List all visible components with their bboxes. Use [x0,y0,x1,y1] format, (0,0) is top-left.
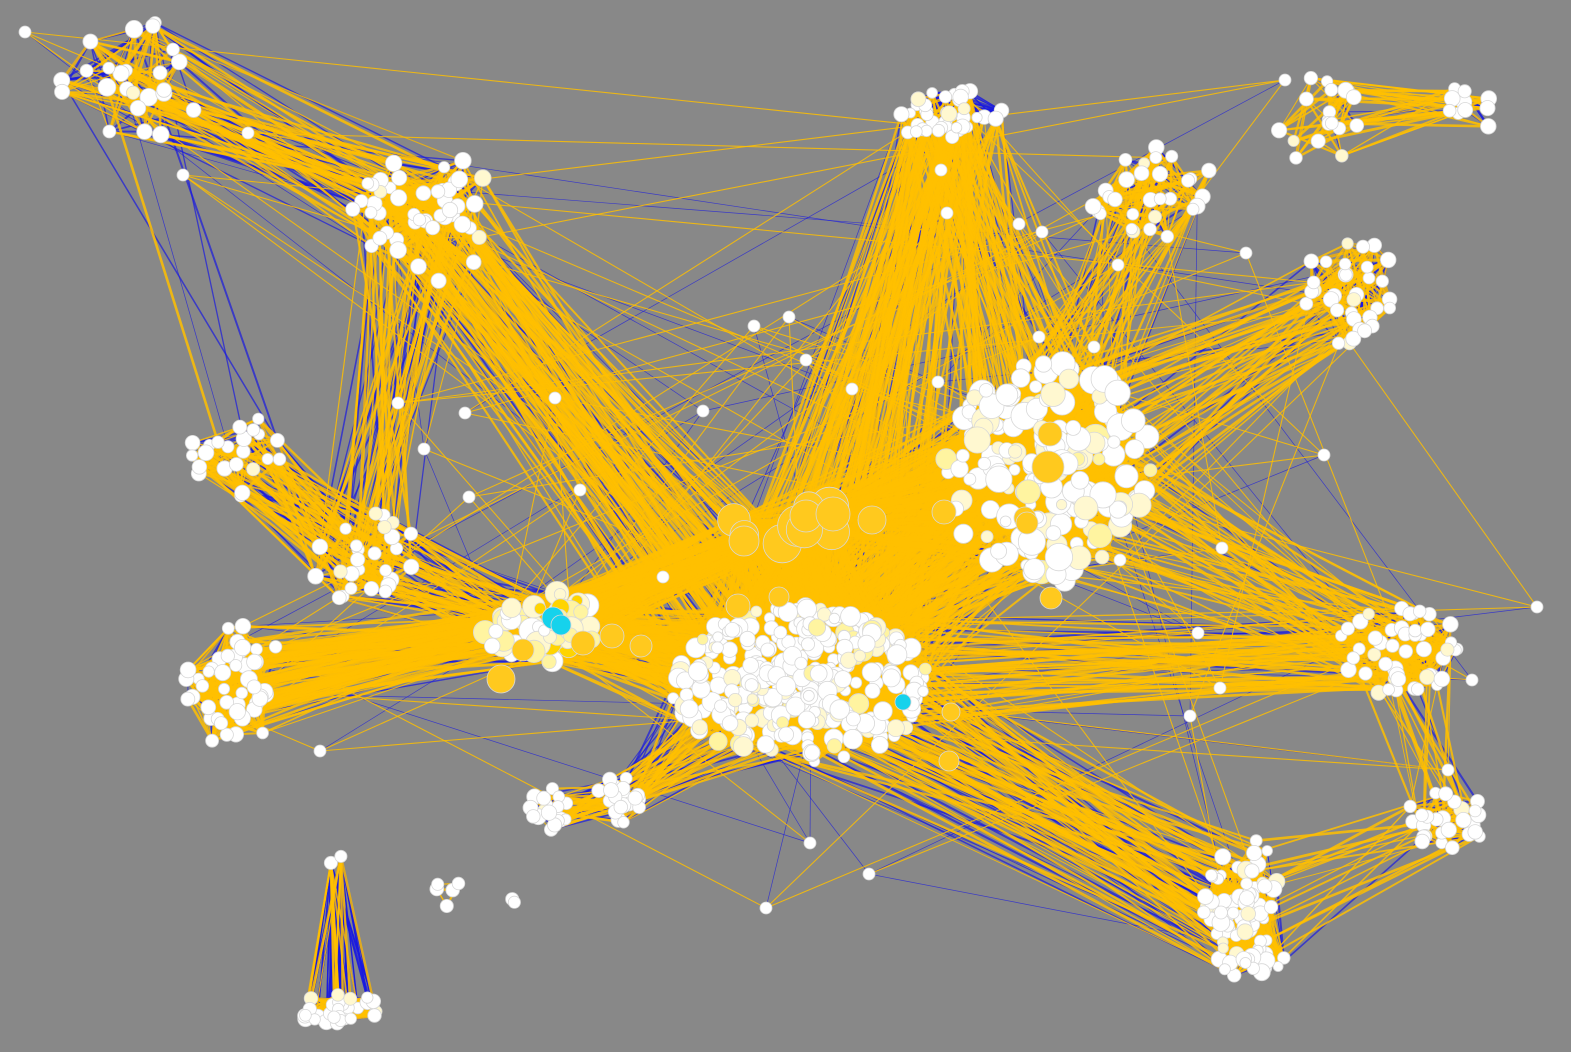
network-graph-svg[interactable] [0,0,1571,1052]
graph-canvas[interactable] [0,0,1571,1052]
graph-background [0,0,1571,1052]
